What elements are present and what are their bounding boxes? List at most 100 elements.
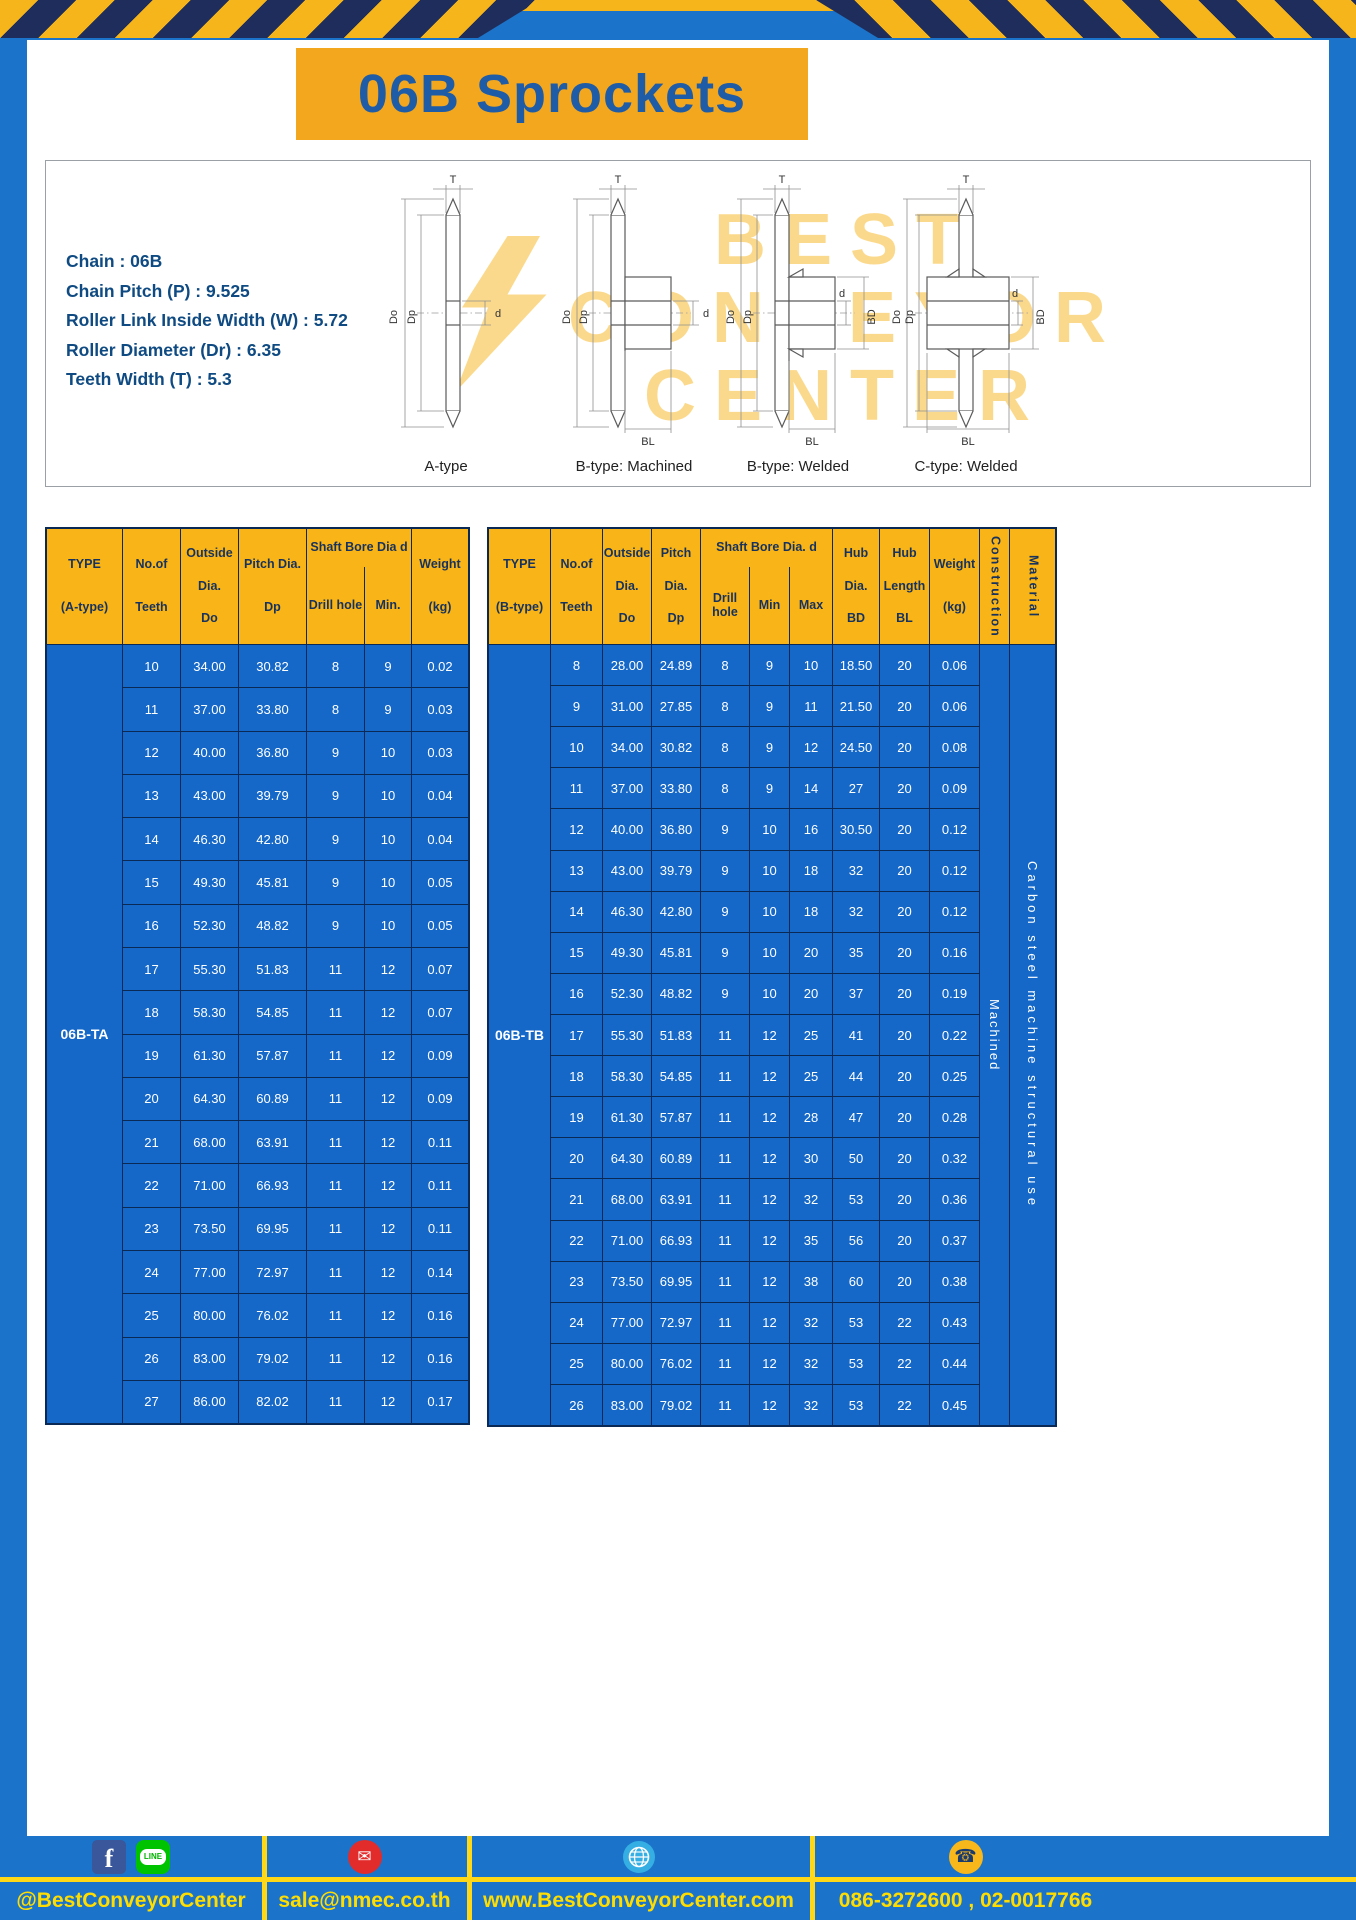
cell-weight: 0.05 — [427, 875, 453, 891]
cell-outside-dia: 55.30 — [603, 1014, 652, 1056]
phone-icon[interactable]: ☎ — [948, 1839, 983, 1874]
header-pitch-dia-b: Pitch Dia. Dp — [652, 529, 701, 644]
cell-drill-hole: 11 — [307, 947, 365, 991]
footer-website[interactable]: www.BestConveyorCenter.com — [483, 1889, 794, 1912]
cell-pitch-dia: 48.82 — [652, 973, 701, 1014]
dim-label-dp: Dp — [904, 310, 916, 324]
footer-phone[interactable]: 086-3272600 , 02-0017766 — [838, 1889, 1093, 1912]
cell-hub-dia: 44 — [833, 1056, 880, 1097]
cell-outside-dia: 58.30 — [181, 991, 239, 1034]
cell-pitch-dia: 69.95 — [652, 1261, 701, 1302]
cell-pitch-dia: 51.83 — [239, 947, 307, 991]
header-hub-length-b: Hub Length BL — [880, 529, 930, 644]
cell-drill-hole: 11 — [701, 1014, 750, 1056]
table-a-row: 15 49.30 45.81 9 10 0.05 — [123, 861, 468, 905]
facebook-letter: f — [104, 1843, 114, 1873]
sprocket-section-c-welded-icon: Do Dp T d BD BL — [891, 174, 1047, 448]
cell-pitch-dia: 33.80 — [652, 768, 701, 809]
table-a-row: 20 64.30 60.89 11 12 0.09 — [123, 1077, 468, 1122]
cell-teeth: 21 — [551, 1179, 603, 1220]
cell-hub-length: 20 — [880, 645, 930, 686]
cell-drill-hole: 11 — [701, 1056, 750, 1097]
cell-drill-hole: 9 — [307, 731, 365, 774]
cell-hub-dia: 18.50 — [833, 645, 880, 686]
table-a-row: 23 73.50 69.95 11 12 0.11 — [123, 1207, 468, 1251]
cell-hub-length: 20 — [880, 1097, 930, 1138]
cell-min: 12 — [365, 991, 412, 1034]
table-b-row: 22 71.00 66.93 11 12 35 56 20 0.37 — [551, 1220, 980, 1262]
cell-drill-hole: 11 — [307, 991, 365, 1034]
footer-social-handle[interactable]: @BestConveyorCenter — [16, 1889, 246, 1912]
cell-outside-dia: 80.00 — [603, 1343, 652, 1384]
cell-min: 9 — [750, 768, 790, 809]
dim-label-bl: BL — [961, 436, 974, 448]
cell-outside-dia: 34.00 — [603, 727, 652, 768]
cell-pitch-dia: 45.81 — [652, 932, 701, 973]
cell-drill-hole: 11 — [701, 1302, 750, 1343]
cell-weight: 0.04 — [427, 788, 453, 804]
cell-max: 32 — [790, 1384, 833, 1426]
footer-email[interactable]: sale@nmec.co.th — [278, 1889, 451, 1912]
cell-pitch-dia: 33.80 — [239, 688, 307, 731]
cell-pitch-dia: 60.89 — [239, 1077, 307, 1121]
cell-teeth: 17 — [123, 947, 181, 991]
header-outside-dia-a: Outside Dia. Do — [181, 529, 239, 644]
header-drill-hole-b: Drill hole — [701, 567, 750, 644]
cell-outside-dia: 83.00 — [181, 1337, 239, 1380]
header-max-b: Max — [790, 567, 833, 644]
cell-max: 14 — [790, 768, 833, 809]
table-a-row: 17 55.30 51.83 11 12 0.07 — [123, 947, 468, 992]
facebook-icon[interactable]: f — [92, 1839, 126, 1874]
globe-icon[interactable] — [622, 1840, 656, 1874]
cell-min: 12 — [365, 1294, 412, 1337]
cell-drill-hole: 8 — [701, 686, 750, 727]
cell-drill-hole: 11 — [307, 1250, 365, 1294]
table-a-row: 18 58.30 54.85 11 12 0.07 — [123, 991, 468, 1035]
cell-teeth: 18 — [123, 991, 181, 1034]
email-icon[interactable]: ✉ — [347, 1839, 382, 1874]
table-a-body: 06B-TA 10 34.00 30.82 8 9 0.02 — [47, 645, 468, 1424]
cell-hub-length: 22 — [880, 1343, 930, 1384]
cell-drill-hole: 9 — [701, 973, 750, 1014]
cell-hub-length: 20 — [880, 809, 930, 850]
cell-hub-dia: 32 — [833, 850, 880, 891]
cell-weight: 0.05 — [427, 918, 453, 934]
cell-teeth: 9 — [551, 686, 603, 727]
table-b-row: 19 61.30 57.87 11 12 28 47 20 0.28 — [551, 1097, 980, 1139]
cell-outside-dia: 34.00 — [181, 645, 239, 688]
dim-label-bl: BL — [805, 436, 818, 448]
dim-label-do: Do — [725, 310, 737, 324]
cell-hub-length: 22 — [880, 1302, 930, 1343]
cell-drill-hole: 11 — [307, 1380, 365, 1424]
cell-outside-dia: 86.00 — [181, 1380, 239, 1424]
dim-label-d: d — [839, 288, 845, 300]
cell-drill-hole: 11 — [307, 1294, 365, 1337]
header-shaft-bore-group-b: Shaft Bore Dia. d Drill hole Min Max — [701, 529, 833, 644]
cell-outside-dia: 68.00 — [603, 1179, 652, 1220]
header-teeth-a: No.of Teeth — [123, 529, 181, 644]
dim-label-d: d — [703, 308, 709, 320]
cell-max: 32 — [790, 1179, 833, 1220]
cell-hub-length: 20 — [880, 1138, 930, 1179]
drawing-c-type-welded: Do Dp T d BD BL C-type: Welded — [881, 171, 1051, 475]
cell-pitch-dia: 24.89 — [652, 645, 701, 686]
cell-max: 20 — [790, 973, 833, 1014]
footer-separator-1 — [262, 1836, 267, 1920]
cell-teeth: 19 — [123, 1034, 181, 1077]
cell-pitch-dia: 79.02 — [652, 1384, 701, 1426]
drawing-b-type-welded: Do Dp T d BD BL B-type: Welded — [713, 171, 883, 475]
cell-weight: 0.36 — [930, 1179, 980, 1220]
line-icon[interactable]: LINE — [136, 1839, 170, 1874]
header-shaft-bore-b: Shaft Bore Dia. d — [701, 529, 833, 567]
table-a-row: 14 46.30 42.80 9 10 0.04 — [123, 818, 468, 862]
table-b-row: 9 31.00 27.85 8 9 11 21.50 20 0.06 — [551, 686, 980, 728]
header-construction: Construction — [980, 529, 1010, 644]
table-b-type: TYPE (B-type) No.of Teeth Outside Dia. Do Pi… — [487, 527, 1057, 1427]
cell-pitch-dia: 69.95 — [239, 1207, 307, 1250]
dim-label-do: Do — [388, 310, 400, 324]
drawing-label-c-welded: C-type: Welded — [914, 458, 1018, 475]
sprocket-section-a-icon: Do Dp T d — [388, 174, 501, 429]
phone-glyph: ☎ — [954, 1846, 977, 1866]
cell-max: 12 — [790, 727, 833, 768]
cell-min: 9 — [750, 727, 790, 768]
